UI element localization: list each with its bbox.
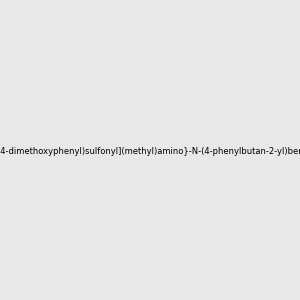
Text: 4-{[(3,4-dimethoxyphenyl)sulfonyl](methyl)amino}-N-(4-phenylbutan-2-yl)benzamide: 4-{[(3,4-dimethoxyphenyl)sulfonyl](methy… — [0, 147, 300, 156]
